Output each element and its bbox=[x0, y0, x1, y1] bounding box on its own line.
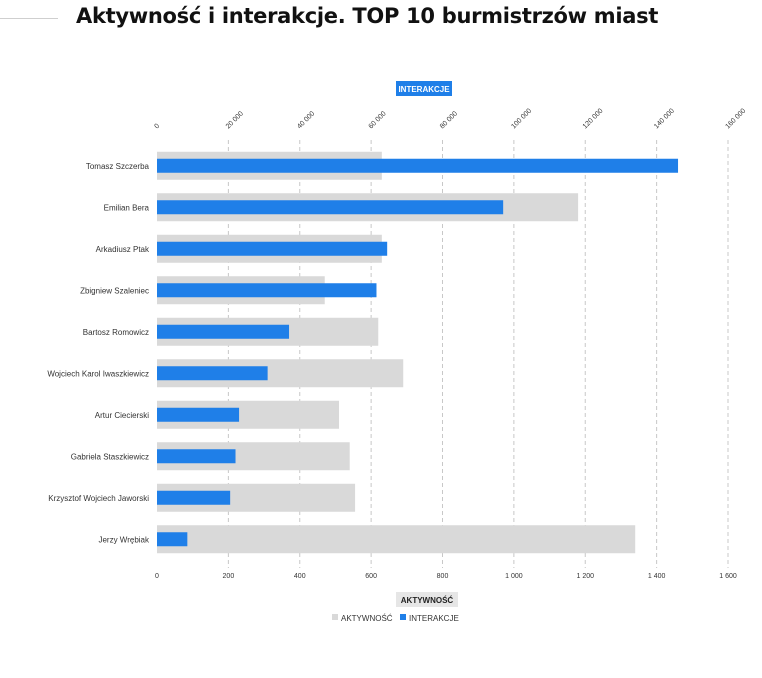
bottom-tick-label: 400 bbox=[294, 573, 306, 580]
interactions-bar bbox=[157, 366, 268, 381]
top-tick-label: 0 bbox=[153, 123, 161, 131]
bottom-tick-label: 1 000 bbox=[505, 573, 523, 580]
interactions-bar bbox=[157, 407, 240, 422]
category-label: Emilian Bera bbox=[104, 203, 150, 212]
legend: AKTYWNOŚĆ INTERAKCJE bbox=[332, 614, 459, 623]
interactions-bar bbox=[157, 200, 504, 215]
top-tick-label: 80 000 bbox=[439, 110, 459, 130]
category-label: Artur Ciecierski bbox=[95, 411, 149, 420]
interactions-bar bbox=[157, 283, 377, 298]
bottom-axis-label-box bbox=[396, 592, 458, 607]
top-tick-label: 40 000 bbox=[296, 110, 316, 130]
interactions-bar bbox=[157, 241, 388, 256]
category-label: Bartosz Romowicz bbox=[83, 328, 149, 337]
interactions-bars bbox=[157, 158, 679, 547]
top-axis-interactions: INTERAKCJE bbox=[396, 81, 452, 96]
category-labels: Tomasz Szczerba Emilian Bera Arkadiusz Pta… bbox=[47, 162, 150, 545]
category-label: Wojciech Karol Iwaszkiewicz bbox=[47, 369, 149, 378]
interactions-bar bbox=[157, 324, 290, 339]
category-label: Jerzy Wrębiak bbox=[98, 535, 150, 544]
title-decoration-line bbox=[0, 18, 58, 19]
top-tick-label: 60 000 bbox=[368, 110, 388, 130]
category-label: Arkadiusz Ptak bbox=[96, 245, 150, 254]
bottom-tick-label: 1 600 bbox=[719, 573, 737, 580]
bottom-tick-label: 600 bbox=[365, 573, 377, 580]
top-axis-label: INTERAKCJE bbox=[398, 85, 450, 94]
interactions-bar bbox=[157, 158, 679, 173]
category-label: Krzysztof Wojciech Jaworski bbox=[48, 494, 149, 503]
top-tick-label: 140 000 bbox=[653, 107, 676, 130]
top-tick-label: 20 000 bbox=[225, 110, 245, 130]
interactions-bar bbox=[157, 490, 231, 505]
category-label: Tomasz Szczerba bbox=[86, 162, 150, 171]
bottom-tick-label: 1 400 bbox=[648, 573, 666, 580]
bottom-tick-label: 1 200 bbox=[576, 573, 594, 580]
top-tick-label: 120 000 bbox=[582, 107, 605, 130]
bottom-tick-label: 200 bbox=[223, 573, 235, 580]
bottom-tick-label: 0 bbox=[155, 573, 159, 580]
legend-swatch-interactions bbox=[400, 614, 406, 620]
interactions-bar bbox=[157, 532, 188, 547]
category-label: Zbigniew Szaleniec bbox=[80, 286, 149, 295]
bottom-tick-labels: 0 200 400 600 800 1 000 1 200 1 400 1 600 bbox=[155, 573, 737, 580]
interactions-bar bbox=[157, 449, 236, 464]
bottom-axis-activity: AKTYWNOŚĆ bbox=[396, 592, 458, 607]
top-axis-label-box bbox=[396, 81, 452, 96]
legend-label-interactions: INTERAKCJE bbox=[409, 614, 459, 623]
legend-swatch-activity bbox=[332, 614, 338, 620]
category-label: Gabriela Staszkiewicz bbox=[71, 452, 149, 461]
top-tick-label: 100 000 bbox=[510, 107, 533, 130]
bottom-axis-label: AKTYWNOŚĆ bbox=[401, 596, 454, 605]
activity-bar bbox=[157, 525, 636, 554]
page-title: Aktywność i interakcje. TOP 10 burmistrz… bbox=[76, 4, 659, 28]
legend-label-activity: AKTYWNOŚĆ bbox=[341, 614, 393, 623]
bottom-tick-label: 800 bbox=[437, 573, 449, 580]
top-tick-label: 160 000 bbox=[724, 107, 747, 130]
top-tick-labels: 0 20 000 40 000 60 000 80 000 100 000 120 000 1… bbox=[153, 107, 747, 131]
